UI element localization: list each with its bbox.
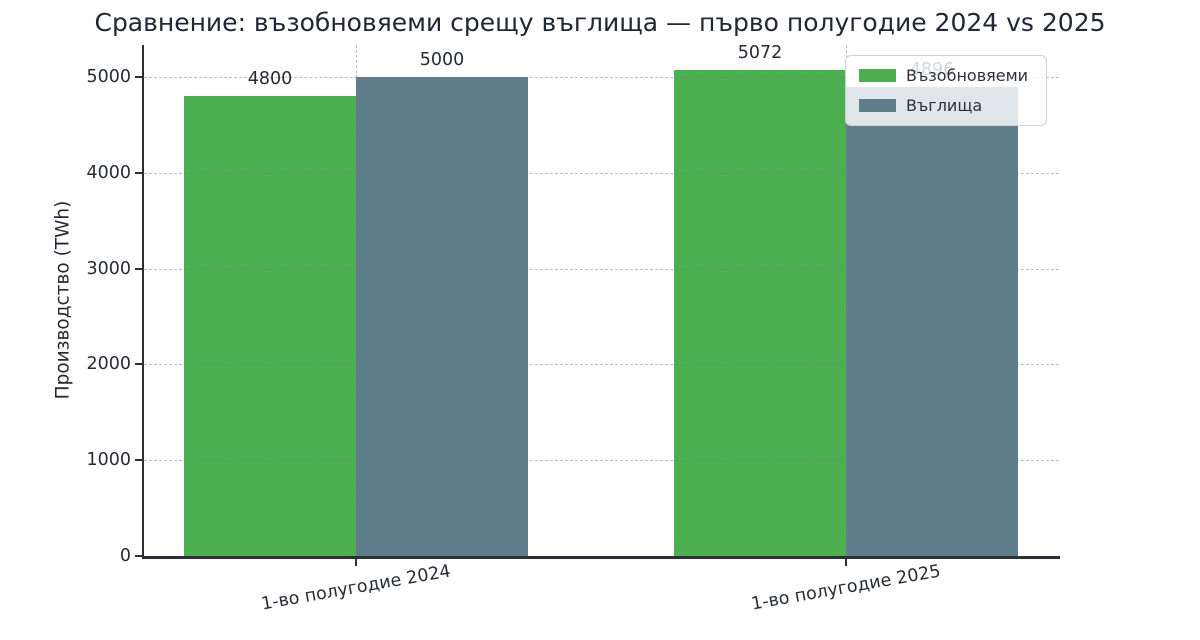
legend-label: Възобновяеми <box>906 66 1029 85</box>
y-axis-spine <box>142 45 144 558</box>
legend-item-renewables: Възобновяеми <box>859 66 1033 85</box>
x-tick-label: 1-во полугодие 2025 <box>749 561 943 615</box>
gridline-horizontal <box>144 268 1059 270</box>
x-tick-mark <box>355 558 357 566</box>
y-tick-label: 0 <box>119 546 131 566</box>
bar-renewables-1 <box>674 70 846 556</box>
x-tick-mark <box>845 558 847 566</box>
y-tick-label: 5000 <box>86 66 131 87</box>
gridline-horizontal <box>144 460 1059 462</box>
bar-value-label: 5072 <box>737 43 783 64</box>
gridline-vertical <box>356 45 357 556</box>
y-tick-mark <box>135 171 143 174</box>
legend-label: Въглища <box>906 96 983 115</box>
x-tick-label: 1-во полугодие 2024 <box>259 561 453 615</box>
bar-value-label: 4800 <box>247 69 293 90</box>
y-tick-mark <box>135 267 143 270</box>
gridline-horizontal <box>144 76 1059 78</box>
y-tick-label: 4000 <box>86 162 131 183</box>
plot-area: 4800507250004896ВъзобновяемиВъглища <box>144 43 1059 556</box>
legend-swatch-icon <box>859 99 896 112</box>
x-axis-spine <box>142 556 1060 559</box>
chart-title: Сравнение: възобновяеми срещу въглища — … <box>94 8 1106 37</box>
bar-value-label: 5000 <box>419 49 465 70</box>
gridline-horizontal <box>144 172 1059 174</box>
legend-swatch-icon <box>859 69 896 82</box>
gridline-vertical <box>846 45 847 556</box>
bar-coal-1 <box>846 86 1018 556</box>
bar-renewables-0 <box>184 96 356 556</box>
y-tick-label: 2000 <box>86 354 131 375</box>
bar-coal-0 <box>356 77 528 556</box>
gridline-horizontal <box>144 364 1059 366</box>
y-tick-label: 1000 <box>86 450 131 471</box>
y-tick-label: 3000 <box>86 258 131 279</box>
y-tick-mark <box>135 459 143 462</box>
y-tick-mark <box>135 555 143 557</box>
legend: Възобновяеми Въглища <box>845 55 1047 126</box>
y-tick-mark <box>135 363 143 366</box>
y-tick-mark <box>135 75 143 78</box>
legend-item-coal: Въглища <box>859 96 1033 115</box>
